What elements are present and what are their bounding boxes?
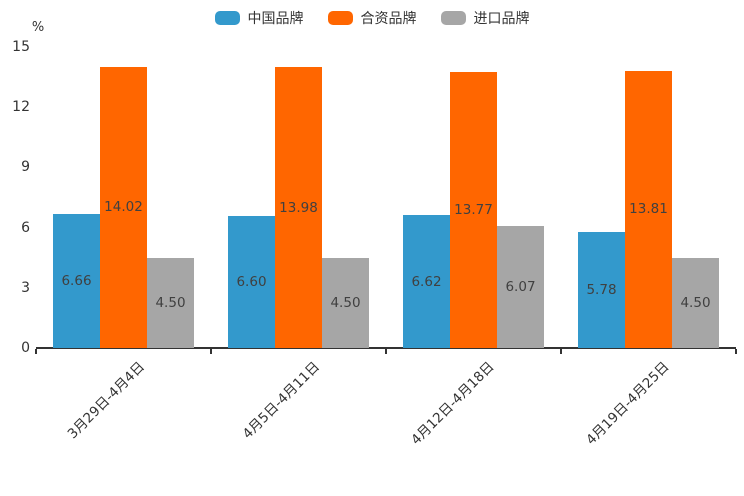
bar-中国品牌-0: 6.66 xyxy=(53,214,100,348)
y-axis-tick-label: 0 xyxy=(21,340,30,356)
bar-value-label: 14.02 xyxy=(104,199,143,216)
legend-label: 进口品牌 xyxy=(473,11,530,27)
x-axis-tick xyxy=(735,349,737,354)
x-axis-category-label: 4月19日-4月25日 xyxy=(583,358,673,449)
y-axis-unit-label: % xyxy=(31,20,45,35)
x-axis-category-label: 4月12日-4月18日 xyxy=(408,358,498,449)
bar-进口品牌-3: 4.50 xyxy=(672,257,719,348)
bar-中国品牌-1: 6.60 xyxy=(228,215,275,348)
bar-中国品牌-2: 6.62 xyxy=(403,215,450,348)
x-axis-category-label: 4月5日-4月11日 xyxy=(239,358,323,443)
y-axis-tick-label: 9 xyxy=(21,159,30,176)
x-axis-tick xyxy=(560,349,562,354)
bar-value-label: 4.50 xyxy=(330,294,361,311)
bar-value-label: 13.81 xyxy=(629,201,668,218)
bar-value-label: 6.66 xyxy=(61,273,92,290)
legend-label: 合资品牌 xyxy=(360,11,417,27)
bar-进口品牌-2: 6.07 xyxy=(497,226,544,348)
bar-value-label: 6.62 xyxy=(411,273,442,290)
legend-swatch-icon xyxy=(440,11,466,25)
bar-value-label: 13.77 xyxy=(454,201,493,218)
bar-中国品牌-3: 5.78 xyxy=(578,232,625,348)
legend-item-2[interactable]: 进口品牌 xyxy=(440,8,530,28)
bar-value-label: 4.50 xyxy=(155,294,186,311)
legend-label: 中国品牌 xyxy=(247,11,304,27)
legend-item-0[interactable]: 中国品牌 xyxy=(214,8,304,28)
bar-value-label: 5.78 xyxy=(586,281,617,298)
bar-进口品牌-1: 4.50 xyxy=(322,257,369,348)
x-axis-tick xyxy=(35,349,37,354)
x-axis-line xyxy=(36,347,736,349)
bar-进口品牌-0: 4.50 xyxy=(147,257,194,348)
legend: 中国品牌 合资品牌 进口品牌 xyxy=(0,8,744,28)
x-axis-category-label: 3月29日-4月4日 xyxy=(64,358,148,443)
bar-合资品牌-3: 13.81 xyxy=(625,70,672,348)
bar-value-label: 13.98 xyxy=(279,199,318,216)
bar-value-label: 4.50 xyxy=(680,294,711,311)
x-axis-tick xyxy=(385,349,387,354)
y-axis-tick-label: 15 xyxy=(12,39,30,55)
x-axis-tick xyxy=(210,349,212,354)
legend-item-1[interactable]: 合资品牌 xyxy=(327,8,417,28)
bar-value-label: 6.07 xyxy=(505,279,536,296)
y-axis-tick-label: 6 xyxy=(21,219,30,236)
bar-合资品牌-1: 13.98 xyxy=(275,67,322,348)
legend-swatch-icon xyxy=(214,11,240,25)
bar-合资品牌-2: 13.77 xyxy=(450,71,497,348)
y-axis-tick-label: 3 xyxy=(21,279,30,296)
legend-swatch-icon xyxy=(327,11,353,25)
bar-value-label: 6.60 xyxy=(236,273,267,290)
bar-合资品牌-0: 14.02 xyxy=(100,66,147,348)
y-axis-tick-label: 12 xyxy=(12,99,30,116)
